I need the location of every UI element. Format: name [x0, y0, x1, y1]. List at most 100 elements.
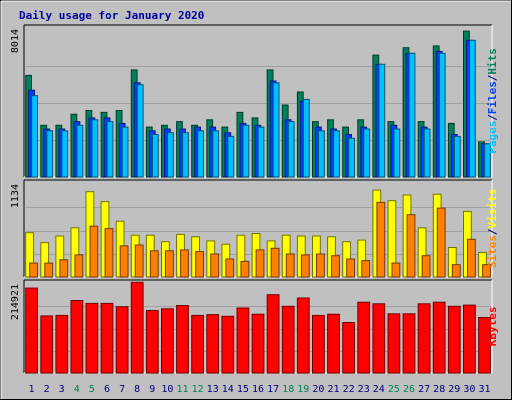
- bar-sites-day-29: [451, 264, 461, 278]
- x-tick-label-day-26: 26: [403, 384, 415, 395]
- bar-pages-day-6: [106, 121, 114, 178]
- bar-kbytes-day-19: [296, 297, 310, 374]
- bar-pages-day-15: [242, 124, 250, 178]
- bar-sites-day-25: [391, 262, 401, 278]
- x-tick-label-day-5: 5: [89, 384, 95, 395]
- x-tick-label-day-8: 8: [134, 384, 140, 395]
- bar-kbytes-day-26: [402, 313, 416, 374]
- bar-sites-day-8: [134, 244, 144, 278]
- bar-kbytes-day-30: [463, 304, 476, 374]
- x-tick-label-day-27: 27: [418, 384, 430, 395]
- bar-pages-day-9: [151, 134, 159, 178]
- bar-kbytes-day-20: [312, 314, 325, 374]
- bar-pages-day-5: [91, 119, 99, 178]
- bar-kbytes-day-17: [266, 294, 280, 374]
- bar-sites-day-9: [149, 250, 159, 278]
- x-tick-label-day-20: 20: [312, 384, 324, 395]
- bar-kbytes-day-3: [55, 314, 69, 374]
- bar-sites-day-31: [482, 264, 491, 278]
- bar-kbytes-day-10: [161, 308, 174, 374]
- panel-kbytes-axis-label-kbytes: KBytes: [486, 307, 499, 347]
- bar-sites-day-10: [165, 250, 174, 278]
- x-tick-label-day-21: 21: [327, 384, 339, 395]
- bar-pages-day-7: [121, 126, 129, 178]
- bar-pages-day-31: [484, 143, 491, 178]
- x-tick-label-day-25: 25: [388, 384, 400, 395]
- bar-kbytes-day-8: [130, 281, 144, 374]
- bar-sites-day-5: [89, 225, 99, 278]
- bar-pages-day-25: [393, 128, 401, 178]
- bar-pages-day-8: [136, 84, 144, 178]
- bar-sites-day-24: [376, 201, 386, 278]
- bar-kbytes-day-24: [372, 303, 386, 374]
- bar-pages-day-11: [182, 132, 189, 178]
- bar-pages-day-12: [197, 130, 204, 178]
- bar-kbytes-day-18: [281, 305, 295, 374]
- x-tick-label-day-30: 30: [463, 384, 475, 395]
- bar-pages-day-28: [438, 52, 446, 178]
- bar-kbytes-day-1: [25, 287, 39, 374]
- bar-kbytes-day-14: [221, 315, 235, 374]
- panel-hits-axis-label-files: Files: [486, 81, 499, 114]
- bar-sites-day-6: [104, 228, 114, 278]
- bar-kbytes-day-2: [40, 315, 54, 374]
- bar-pages-day-10: [167, 132, 174, 178]
- x-tick-label-day-3: 3: [59, 384, 65, 395]
- x-tick-label-day-23: 23: [358, 384, 370, 395]
- panel-hits-axis-label-slash: /: [486, 74, 499, 81]
- bar-kbytes-day-9: [145, 310, 159, 374]
- x-tick-label-day-12: 12: [192, 384, 204, 395]
- panel-hits-ymax-label: 8014: [10, 29, 21, 53]
- x-tick-label-day-9: 9: [149, 384, 155, 395]
- x-tick-label-day-14: 14: [222, 384, 234, 395]
- bar-pages-day-19: [302, 98, 310, 178]
- bar-kbytes-day-31: [478, 317, 491, 374]
- x-tick-label-day-15: 15: [237, 384, 249, 395]
- x-tick-label-day-2: 2: [44, 384, 50, 395]
- bar-pages-day-1: [31, 95, 39, 178]
- bar-sites-day-7: [119, 245, 129, 278]
- bar-kbytes-day-22: [342, 322, 356, 374]
- bar-kbytes-day-25: [387, 313, 401, 374]
- bar-pages-day-4: [76, 124, 84, 178]
- x-tick-label-day-7: 7: [119, 384, 125, 395]
- panel-visits-axis-label-sites: Sites: [486, 235, 499, 268]
- x-tick-label-day-19: 19: [297, 384, 309, 395]
- bar-sites-day-23: [361, 260, 371, 278]
- x-tick-label-day-6: 6: [104, 384, 110, 395]
- bar-sites-day-26: [406, 214, 416, 278]
- x-tick-label-day-29: 29: [448, 384, 460, 395]
- bar-sites-day-13: [210, 253, 220, 278]
- bar-sites-day-27: [421, 255, 431, 278]
- bar-pages-day-17: [272, 82, 280, 178]
- bar-sites-day-19: [300, 254, 310, 278]
- bar-kbytes-day-6: [100, 302, 114, 374]
- bar-kbytes-day-16: [251, 313, 265, 374]
- bar-kbytes-day-13: [206, 314, 220, 374]
- x-tick-label-day-4: 4: [74, 384, 80, 395]
- bar-kbytes-day-5: [85, 302, 99, 374]
- bar-sites-day-11: [180, 249, 189, 278]
- panel-visits-axis-label-slash: /: [486, 228, 499, 235]
- panel-hits-axis-label-slash: /: [486, 114, 499, 121]
- bar-pages-day-21: [333, 130, 340, 178]
- panel-hits-axis-label-pages: Pages: [486, 121, 499, 154]
- bar-kbytes-day-29: [447, 305, 461, 374]
- x-tick-label-day-24: 24: [373, 384, 385, 395]
- bar-kbytes-day-21: [327, 313, 340, 374]
- panel-visits-axis-label-visits: Visits: [486, 189, 499, 229]
- bar-kbytes-day-4: [70, 300, 84, 374]
- bar-kbytes-day-7: [115, 306, 129, 374]
- bar-sites-day-21: [331, 255, 340, 278]
- x-tick-label-day-22: 22: [343, 384, 355, 395]
- x-tick-label-day-1: 1: [28, 384, 34, 395]
- x-tick-label-day-11: 11: [176, 384, 188, 395]
- bar-kbytes-day-11: [176, 305, 189, 374]
- x-tick-label-day-10: 10: [161, 384, 173, 395]
- bar-kbytes-day-23: [357, 301, 371, 374]
- x-tick-label-day-16: 16: [252, 384, 264, 395]
- bar-sites-day-16: [255, 249, 265, 278]
- bar-kbytes-day-28: [432, 301, 446, 374]
